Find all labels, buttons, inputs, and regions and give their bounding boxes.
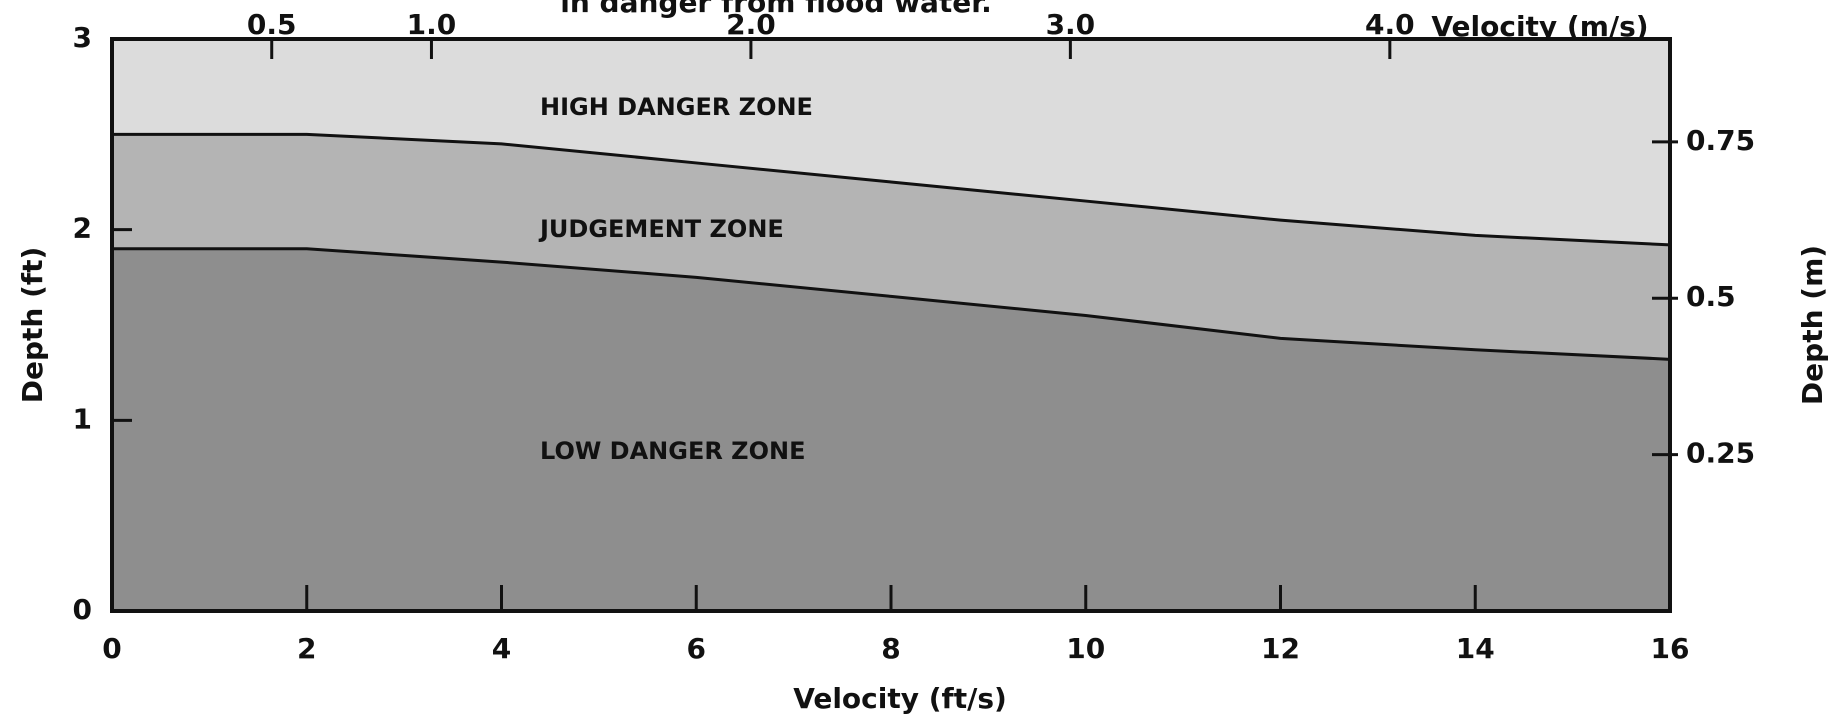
x-axis-title: Velocity (ft/s) [793,682,1007,715]
y-tick-label: 1 [73,402,92,435]
x-tick-label: 2 [297,632,316,665]
y2-axis-title: Depth (m) [1796,245,1829,405]
y2-tick-label: 0.25 [1686,437,1755,470]
x-tick-label: 4 [492,632,511,665]
chart-title: in danger from flood water. [560,0,992,19]
x-tick-label: 8 [881,632,900,665]
x2-tick-label: 4.0 [1365,8,1415,41]
zone-boundary [112,132,1671,247]
zone-label: HIGH DANGER ZONE [540,93,813,121]
x2-tick-label: 1.0 [407,8,457,41]
x-tick-label: 16 [1651,632,1690,665]
zone-label: LOW DANGER ZONE [540,437,805,465]
x2-tick-label: 2.0 [726,8,776,41]
y-axis-title: Depth (ft) [16,247,49,404]
x-tick-label: 6 [687,632,706,665]
x-tick-label: 10 [1066,632,1105,665]
y-tick-label: 3 [73,21,92,54]
x2-tick-label: 3.0 [1046,8,1096,41]
y2-tick-label: 0.75 [1686,124,1755,157]
zone-boundary [112,247,1671,361]
x-tick-label: 0 [102,632,121,665]
y2-tick-label: 0.5 [1686,280,1736,313]
y-tick-label: 2 [73,212,92,245]
x-tick-label: 12 [1261,632,1300,665]
x-tick-label: 14 [1456,632,1495,665]
x2-tick-label: 0.5 [247,8,297,41]
y-tick-label: 0 [73,593,92,626]
zone-label: JUDGEMENT ZONE [538,215,784,243]
